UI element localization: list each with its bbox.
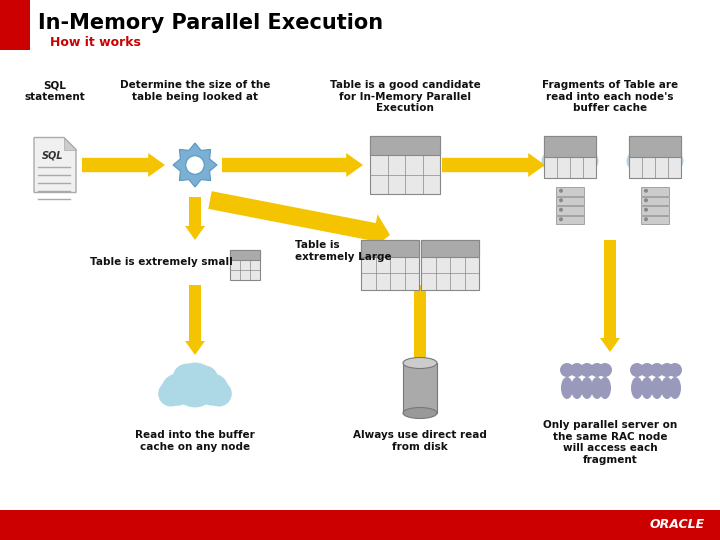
Ellipse shape <box>581 377 593 399</box>
Bar <box>629 136 681 178</box>
Circle shape <box>644 208 648 212</box>
Circle shape <box>660 363 674 377</box>
Text: Table is extremely small: Table is extremely small <box>90 257 233 267</box>
Polygon shape <box>222 153 363 177</box>
Circle shape <box>571 146 596 171</box>
Circle shape <box>158 381 184 407</box>
Circle shape <box>630 363 644 377</box>
Bar <box>361 240 419 256</box>
Bar <box>629 136 681 157</box>
Circle shape <box>668 363 682 377</box>
Text: Only parallel server on
the same RAC node
will access each
fragment: Only parallel server on the same RAC nod… <box>543 420 677 465</box>
Circle shape <box>553 138 588 172</box>
Bar <box>0 510 720 540</box>
Bar <box>421 240 479 290</box>
Circle shape <box>191 366 218 393</box>
Circle shape <box>629 146 654 171</box>
Circle shape <box>644 189 648 193</box>
Ellipse shape <box>631 377 643 399</box>
Circle shape <box>626 151 647 171</box>
Polygon shape <box>185 197 205 240</box>
Circle shape <box>186 156 204 174</box>
Circle shape <box>173 362 217 407</box>
Polygon shape <box>208 191 390 249</box>
Bar <box>641 187 669 195</box>
Circle shape <box>580 363 594 377</box>
Circle shape <box>650 363 664 377</box>
Circle shape <box>560 363 574 377</box>
Circle shape <box>544 146 569 171</box>
Circle shape <box>579 151 598 171</box>
Circle shape <box>559 189 563 193</box>
Bar <box>641 197 669 205</box>
Circle shape <box>652 140 673 161</box>
Ellipse shape <box>669 377 681 399</box>
Circle shape <box>559 217 563 221</box>
Bar <box>230 250 260 260</box>
Circle shape <box>197 374 229 406</box>
Polygon shape <box>410 285 430 372</box>
Text: Determine the size of the
table being looked at: Determine the size of the table being lo… <box>120 80 270 102</box>
Circle shape <box>161 374 194 406</box>
Bar <box>556 215 584 224</box>
Circle shape <box>570 363 584 377</box>
Text: How it works: How it works <box>50 37 141 50</box>
Bar <box>370 136 440 194</box>
Circle shape <box>206 381 232 407</box>
Circle shape <box>173 363 202 393</box>
Circle shape <box>656 146 681 171</box>
Ellipse shape <box>561 377 573 399</box>
Ellipse shape <box>651 377 663 399</box>
Ellipse shape <box>403 408 437 418</box>
Polygon shape <box>600 240 620 352</box>
Bar <box>421 240 479 256</box>
Polygon shape <box>64 138 76 150</box>
Bar <box>370 136 440 156</box>
Bar <box>0 0 30 50</box>
Ellipse shape <box>571 377 583 399</box>
Text: ORACLE: ORACLE <box>650 518 705 531</box>
Circle shape <box>590 363 604 377</box>
Circle shape <box>559 208 563 212</box>
Bar <box>544 136 596 178</box>
Bar <box>641 206 669 214</box>
Text: Table is a good candidate
for In-Memory Parallel
Execution: Table is a good candidate for In-Memory … <box>330 80 480 113</box>
Bar <box>230 250 260 280</box>
Polygon shape <box>442 153 545 177</box>
Ellipse shape <box>403 357 437 368</box>
Polygon shape <box>185 285 205 355</box>
Ellipse shape <box>591 377 603 399</box>
Circle shape <box>638 138 672 172</box>
Circle shape <box>644 217 648 221</box>
Circle shape <box>644 198 648 202</box>
Bar <box>361 240 419 290</box>
Bar <box>403 363 437 413</box>
Circle shape <box>541 151 562 171</box>
Bar <box>641 215 669 224</box>
Circle shape <box>559 198 563 202</box>
Circle shape <box>598 363 612 377</box>
Text: Always use direct read
from disk: Always use direct read from disk <box>353 430 487 451</box>
Bar <box>544 136 596 157</box>
Circle shape <box>664 151 683 171</box>
Ellipse shape <box>661 377 673 399</box>
Circle shape <box>567 140 588 161</box>
Circle shape <box>553 139 575 161</box>
Bar <box>556 187 584 195</box>
Text: In-Memory Parallel Execution: In-Memory Parallel Execution <box>38 13 383 33</box>
Text: SQL
statement: SQL statement <box>24 80 86 102</box>
Ellipse shape <box>641 377 653 399</box>
Text: Table is
extremely Large: Table is extremely Large <box>295 240 392 261</box>
Ellipse shape <box>599 377 611 399</box>
Text: Read into the buffer
cache on any node: Read into the buffer cache on any node <box>135 430 255 451</box>
Text: Fragments of Table are
read into each node's
buffer cache: Fragments of Table are read into each no… <box>542 80 678 113</box>
Text: SQL: SQL <box>42 150 64 160</box>
Polygon shape <box>173 143 217 187</box>
Bar <box>556 206 584 214</box>
Polygon shape <box>34 138 76 192</box>
Polygon shape <box>82 153 165 177</box>
Bar <box>556 197 584 205</box>
Circle shape <box>640 363 654 377</box>
Circle shape <box>638 139 660 161</box>
